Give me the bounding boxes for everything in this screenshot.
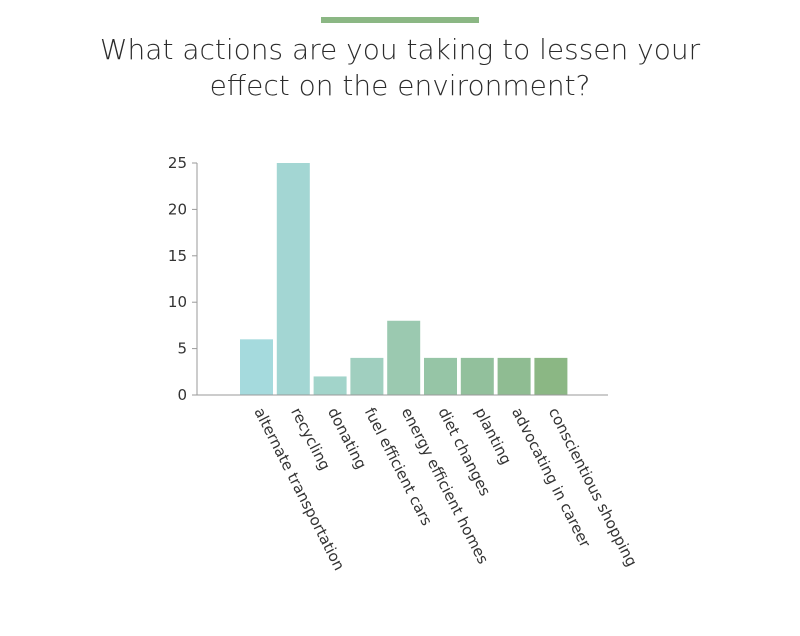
x-category-label: fuel efficient cars [361,405,436,529]
bar-6 [460,357,494,395]
bar-0 [240,339,273,395]
chart-title: What actions are you taking to lessen yo… [0,32,800,104]
bar-8 [534,357,568,395]
chart-title-line-1: What actions are you taking to lessen yo… [99,33,701,66]
y-tick-label: 25 [168,154,187,172]
bar-7 [497,357,531,395]
y-tick-label: 15 [168,247,187,265]
bar-4 [387,320,421,395]
bars [240,163,568,395]
y-axis: 0 5 10 15 20 25 [168,154,198,404]
category-labels: alternate transportationrecyclingdonatin… [250,405,640,574]
bar-2 [313,376,347,395]
y-tick-label: 0 [177,386,187,404]
y-tick-label: 5 [177,340,187,358]
bar-5 [424,357,457,395]
bar-1 [276,163,310,395]
y-tick-label: 10 [168,293,187,311]
bar-3 [350,357,384,395]
y-tick-label: 20 [168,200,187,218]
title-accent-bar [321,17,479,23]
chart-title-line-2: effect on the environment? [209,69,591,102]
